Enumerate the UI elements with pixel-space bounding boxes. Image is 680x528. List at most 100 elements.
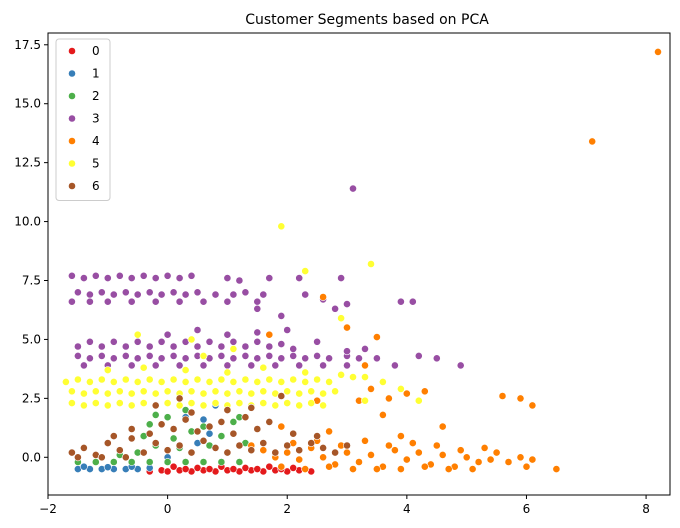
point-cluster-3-54 <box>157 337 166 346</box>
point-cluster-3-30 <box>86 297 94 306</box>
point-cluster-6-33 <box>217 417 226 426</box>
point-cluster-5-34 <box>199 389 208 398</box>
point-cluster-3-73 <box>157 354 166 363</box>
point-cluster-5-36 <box>223 389 232 398</box>
point-cluster-3-42 <box>343 300 351 308</box>
point-cluster-6-13 <box>223 448 232 457</box>
point-cluster-5-50 <box>115 399 124 407</box>
point-cluster-5-82 <box>229 344 238 353</box>
point-cluster-6-15 <box>247 446 256 455</box>
point-cluster-3-22 <box>169 288 178 297</box>
point-cluster-3-84 <box>289 351 298 360</box>
point-cluster-5-83 <box>337 314 345 323</box>
legend-label-2: 2 <box>92 89 100 103</box>
point-cluster-3-50 <box>109 337 118 346</box>
point-cluster-4-63 <box>277 422 286 431</box>
point-cluster-6-16 <box>259 439 268 447</box>
point-cluster-0-22 <box>205 465 214 473</box>
point-cluster-4-19 <box>474 458 483 466</box>
point-cluster-5-0 <box>62 377 70 386</box>
point-cluster-5-37 <box>235 387 244 396</box>
point-cluster-6-21 <box>319 443 327 452</box>
point-cluster-3-25 <box>211 290 220 299</box>
point-cluster-3-82 <box>265 351 274 360</box>
point-cluster-5-56 <box>187 399 196 407</box>
point-cluster-5-22 <box>325 377 333 386</box>
point-cluster-3-20 <box>145 288 154 297</box>
point-cluster-5-77 <box>396 384 405 393</box>
point-cluster-4-6 <box>319 453 327 462</box>
legend-marker-0 <box>68 47 76 55</box>
point-cluster-5-8 <box>157 377 166 386</box>
x-tick-label: 0 <box>164 502 172 516</box>
point-cluster-2-1 <box>91 458 100 466</box>
x-tick-label: −2 <box>39 502 57 516</box>
point-cluster-0-23 <box>229 465 238 473</box>
point-cluster-6-1 <box>80 443 88 452</box>
point-cluster-4-51 <box>384 394 393 403</box>
point-cluster-3-41 <box>331 304 339 313</box>
point-cluster-4-60 <box>420 387 429 396</box>
point-cluster-4-14 <box>414 448 423 457</box>
point-cluster-3-44 <box>408 297 417 306</box>
point-cluster-3-104 <box>295 361 304 370</box>
point-cluster-5-54 <box>163 399 172 407</box>
point-cluster-5-44 <box>319 389 327 398</box>
point-cluster-3-32 <box>127 297 136 306</box>
point-cluster-3-87 <box>325 354 333 363</box>
point-cluster-3-3 <box>103 274 112 282</box>
point-cluster-5-33 <box>187 387 196 396</box>
point-cluster-4-56 <box>319 293 327 301</box>
point-cluster-3-29 <box>68 297 76 306</box>
point-cluster-3-114 <box>349 184 357 193</box>
x-tick-label: 8 <box>642 502 650 516</box>
point-cluster-3-39 <box>337 274 345 282</box>
point-cluster-3-66 <box>74 351 82 360</box>
point-cluster-3-52 <box>133 337 142 346</box>
points-layer <box>62 48 662 476</box>
point-cluster-6-10 <box>187 448 196 457</box>
point-cluster-2-7 <box>199 458 208 466</box>
point-cluster-4-54 <box>361 361 369 370</box>
point-cluster-3-23 <box>181 290 190 299</box>
point-cluster-3-51 <box>121 342 130 351</box>
point-cluster-5-30 <box>151 389 160 398</box>
point-cluster-4-32 <box>349 465 357 473</box>
point-cluster-3-92 <box>414 351 423 360</box>
point-cluster-6-25 <box>97 453 106 462</box>
point-cluster-3-89 <box>355 354 363 363</box>
point-cluster-4-43 <box>498 392 507 400</box>
point-cluster-3-78 <box>217 351 226 360</box>
point-cluster-3-38 <box>301 290 310 299</box>
y-tick-label: 17.5 <box>14 38 41 52</box>
legend-label-5: 5 <box>92 157 100 171</box>
point-cluster-3-35 <box>199 297 208 306</box>
point-cluster-3-18 <box>121 288 130 297</box>
point-cluster-3-83 <box>277 354 286 363</box>
point-cluster-3-101 <box>223 361 232 370</box>
point-cluster-5-71 <box>223 368 232 377</box>
legend-marker-6 <box>68 182 76 190</box>
point-cluster-6-39 <box>313 432 321 440</box>
point-cluster-3-37 <box>253 297 262 306</box>
point-cluster-5-72 <box>259 363 268 372</box>
point-cluster-5-55 <box>175 401 184 410</box>
point-cluster-4-48 <box>438 422 447 431</box>
y-tick-label: 7.5 <box>22 274 41 288</box>
point-cluster-5-45 <box>331 387 339 396</box>
point-cluster-4-10 <box>367 450 375 459</box>
point-cluster-5-39 <box>259 387 268 396</box>
point-cluster-1-8 <box>103 463 112 472</box>
point-cluster-4-30 <box>301 465 310 473</box>
point-cluster-5-23 <box>68 387 76 396</box>
point-cluster-6-20 <box>307 439 316 447</box>
point-cluster-5-46 <box>68 399 76 407</box>
point-cluster-4-34 <box>396 465 405 473</box>
point-cluster-5-28 <box>127 389 136 398</box>
point-cluster-3-75 <box>181 354 190 363</box>
point-cluster-5-73 <box>301 368 310 377</box>
plot-frame <box>47 32 671 496</box>
x-tick-label: 6 <box>523 502 531 516</box>
point-cluster-5-11 <box>193 375 202 384</box>
